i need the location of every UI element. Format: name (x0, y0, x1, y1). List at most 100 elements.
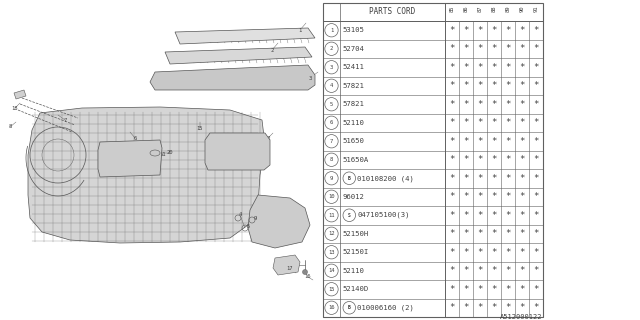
Text: 15: 15 (328, 287, 335, 292)
Text: *: * (519, 266, 525, 275)
Text: 6: 6 (330, 120, 333, 125)
Text: *: * (492, 118, 497, 127)
Text: *: * (533, 192, 539, 201)
Text: *: * (477, 155, 483, 164)
Text: *: * (533, 118, 539, 127)
Text: *: * (492, 211, 497, 220)
Text: 52140D: 52140D (342, 286, 369, 292)
Text: *: * (506, 137, 511, 146)
Text: *: * (506, 44, 511, 53)
Text: *: * (519, 174, 525, 183)
Text: 52110: 52110 (342, 268, 364, 274)
Text: *: * (492, 155, 497, 164)
Text: *: * (463, 248, 468, 257)
Text: *: * (477, 63, 483, 72)
Text: *: * (492, 229, 497, 238)
Text: *: * (506, 211, 511, 220)
Text: *: * (463, 229, 468, 238)
Text: *: * (533, 155, 539, 164)
Text: 2: 2 (330, 46, 333, 51)
Text: *: * (533, 26, 539, 35)
Text: *: * (449, 229, 454, 238)
Text: 85: 85 (449, 5, 454, 12)
Text: *: * (533, 81, 539, 90)
Text: *: * (533, 63, 539, 72)
Text: 89: 89 (506, 5, 511, 12)
Text: *: * (519, 192, 525, 201)
Text: *: * (506, 155, 511, 164)
Text: *: * (463, 26, 468, 35)
Polygon shape (205, 133, 270, 170)
Text: 11: 11 (160, 153, 166, 157)
Text: 12: 12 (328, 231, 335, 236)
Text: *: * (463, 44, 468, 53)
Text: B: B (348, 176, 351, 181)
Text: *: * (463, 285, 468, 294)
Text: A512000122: A512000122 (499, 314, 542, 320)
Text: *: * (519, 26, 525, 35)
Text: 86: 86 (463, 5, 468, 12)
Text: *: * (492, 63, 497, 72)
Text: PARTS CORD: PARTS CORD (369, 7, 415, 17)
Text: *: * (519, 211, 525, 220)
Text: 57821: 57821 (342, 83, 364, 89)
Text: *: * (533, 174, 539, 183)
Text: *: * (449, 248, 454, 257)
Text: *: * (463, 63, 468, 72)
Text: *: * (533, 266, 539, 275)
Text: *: * (519, 100, 525, 109)
Text: *: * (492, 137, 497, 146)
Text: *: * (449, 266, 454, 275)
Text: 2: 2 (270, 47, 274, 52)
Text: 10: 10 (152, 146, 158, 150)
Polygon shape (98, 140, 162, 177)
Text: *: * (492, 266, 497, 275)
Text: *: * (477, 192, 483, 201)
Text: 16: 16 (305, 275, 311, 279)
Text: 5: 5 (330, 102, 333, 107)
Text: *: * (533, 100, 539, 109)
Bar (323, 3, 543, 317)
Circle shape (303, 269, 307, 275)
Text: 7: 7 (330, 139, 333, 144)
Text: 53105: 53105 (342, 27, 364, 33)
Polygon shape (248, 195, 310, 248)
Text: *: * (449, 303, 454, 312)
Text: *: * (519, 155, 525, 164)
Polygon shape (175, 28, 315, 44)
Text: 57821: 57821 (342, 101, 364, 107)
Text: 88: 88 (492, 5, 497, 12)
Text: 20: 20 (167, 150, 173, 156)
Text: *: * (492, 26, 497, 35)
Text: 9: 9 (253, 215, 257, 220)
Text: 17: 17 (287, 266, 293, 270)
Text: *: * (449, 192, 454, 201)
Text: 5: 5 (246, 223, 250, 228)
Polygon shape (273, 255, 300, 275)
Text: *: * (492, 81, 497, 90)
Text: 1: 1 (330, 28, 333, 33)
Text: 11: 11 (328, 213, 335, 218)
Text: 13: 13 (328, 250, 335, 255)
Text: *: * (506, 192, 511, 201)
Text: *: * (477, 44, 483, 53)
Text: *: * (492, 303, 497, 312)
Text: *: * (506, 26, 511, 35)
Text: 52150I: 52150I (342, 249, 369, 255)
Text: *: * (492, 285, 497, 294)
Text: *: * (492, 192, 497, 201)
Text: *: * (506, 174, 511, 183)
Text: 047105100(3): 047105100(3) (357, 212, 410, 219)
Text: *: * (463, 81, 468, 90)
Text: 12: 12 (265, 135, 271, 140)
Text: 010108200 (4): 010108200 (4) (357, 175, 414, 181)
Text: 18: 18 (12, 106, 19, 110)
Text: *: * (477, 137, 483, 146)
Text: *: * (533, 285, 539, 294)
Text: 010006160 (2): 010006160 (2) (357, 305, 414, 311)
Text: *: * (506, 285, 511, 294)
Text: *: * (449, 44, 454, 53)
Text: *: * (449, 81, 454, 90)
Text: 14: 14 (328, 268, 335, 273)
Text: 52411: 52411 (342, 64, 364, 70)
